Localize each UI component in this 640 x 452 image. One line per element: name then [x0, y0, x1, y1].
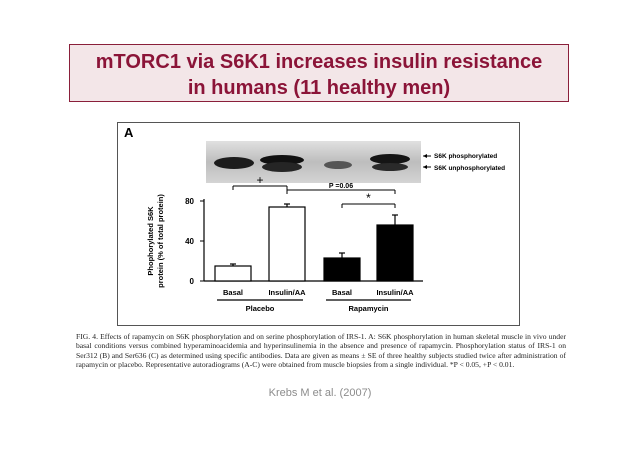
y-ticks: 0 40 80 — [185, 197, 204, 286]
bar — [214, 265, 252, 282]
y-axis-label-line2: protein (% of total protein) — [156, 194, 165, 288]
blot-label-phosphorylated: S6K phosphorylated — [434, 153, 497, 160]
citation: Krebs M et al. (2007) — [268, 387, 372, 399]
y-axis-label-line1: Phophorylated S6K — [146, 206, 155, 276]
slide-title-line2: in humans (11 healthy men) — [187, 77, 451, 99]
group-label: Rapamycin — [348, 304, 388, 313]
y-tick-label: 0 — [190, 277, 195, 286]
blot-label-unphosphorylated: S6K unphosphorylated — [434, 165, 505, 172]
category-labels: Basal Insulin/AA Basal Insulin/AA — [223, 288, 414, 297]
annotation-label: P =0.06 — [329, 183, 353, 190]
panel-label: A — [124, 125, 134, 140]
figure-panel: A S6K phosphorylated S6K unphosphor — [117, 122, 520, 326]
group-label: Placebo — [246, 304, 275, 313]
bar — [268, 206, 306, 282]
bar — [323, 257, 361, 282]
annotation-label: + — [256, 173, 263, 187]
bars — [214, 203, 414, 282]
category-label: Insulin/AA — [268, 288, 306, 297]
y-tick-label: 40 — [185, 237, 194, 246]
annotation-label: * — [366, 191, 371, 205]
slide-title-line1: mTORC1 via S6K1 increases insulin resist… — [95, 51, 543, 73]
western-blot-image — [206, 141, 421, 183]
y-tick-label: 80 — [185, 197, 194, 206]
group-labels: Placebo Rapamycin — [217, 299, 411, 313]
bar-chart: A S6K phosphorylated S6K unphosphor — [124, 125, 505, 313]
category-label: Insulin/AA — [376, 288, 414, 297]
slide-title-box: mTORC1 via S6K1 increases insulin resist… — [69, 44, 569, 102]
category-label: Basal — [223, 288, 243, 297]
category-label: Basal — [332, 288, 352, 297]
bar — [376, 224, 414, 282]
figure-caption: FIG. 4. Effects of rapamycin on S6K phos… — [76, 332, 566, 369]
significance-annotations: + P =0.06 * — [232, 173, 396, 208]
